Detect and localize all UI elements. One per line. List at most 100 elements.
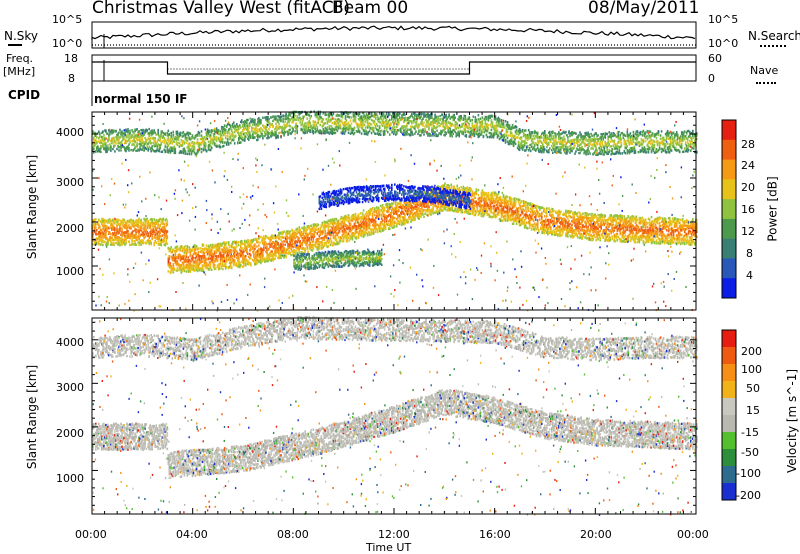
power-cell — [288, 246, 290, 249]
power-ytick-1000: 1000 — [56, 265, 84, 278]
power-cell — [372, 231, 375, 234]
power-cell — [283, 249, 285, 252]
power-cell — [319, 233, 322, 236]
power-cell — [137, 230, 139, 233]
power-cell — [247, 242, 249, 245]
power-cell — [137, 219, 139, 222]
power-cell — [243, 254, 245, 257]
power-cell — [160, 229, 163, 233]
power-cell — [387, 215, 389, 218]
power-cell — [217, 263, 220, 266]
power-cell — [129, 237, 131, 240]
power-cell — [367, 231, 370, 234]
power-cell — [450, 197, 452, 201]
power-cell — [395, 203, 397, 207]
power-cell — [192, 252, 195, 256]
power-cell — [271, 258, 273, 262]
power-cell — [192, 260, 195, 263]
power-cell — [343, 222, 346, 225]
power-cell — [530, 227, 533, 230]
power-cell — [442, 201, 444, 204]
power-cell — [279, 232, 281, 236]
power-cell — [121, 233, 123, 236]
power-cell — [274, 243, 276, 246]
power-cell — [398, 222, 400, 225]
power-cell — [186, 248, 189, 252]
power-cell — [360, 218, 363, 221]
power-cell — [161, 218, 164, 221]
power-cell — [286, 240, 288, 244]
power-cell — [141, 239, 143, 242]
power-cell — [297, 247, 299, 251]
power-cell — [179, 259, 182, 262]
power-cell — [174, 249, 177, 253]
power-cell — [166, 219, 169, 222]
power-cell — [189, 265, 192, 269]
freq-line — [92, 61, 696, 75]
power-cell — [232, 261, 235, 265]
power-cell — [309, 245, 311, 249]
power-cell — [154, 233, 156, 236]
power-cell — [148, 223, 150, 226]
power-cell — [278, 237, 280, 241]
power-cell — [468, 212, 471, 215]
power-cell — [209, 261, 212, 264]
power-cell — [254, 247, 256, 251]
power-cell — [321, 246, 324, 250]
power-cell — [205, 258, 208, 261]
power-cell — [225, 266, 228, 269]
power-cell — [430, 191, 432, 195]
power-cell — [273, 257, 275, 261]
power-cell — [258, 236, 260, 239]
power-cell — [229, 266, 232, 269]
power-cell — [391, 205, 393, 209]
power-cell — [327, 245, 330, 248]
power-cell — [335, 242, 338, 245]
power-cell — [289, 252, 291, 255]
power-cell — [150, 241, 152, 245]
power-cell — [346, 227, 349, 231]
power-cell — [311, 229, 314, 233]
power-cell — [166, 221, 169, 224]
power-cell — [98, 232, 100, 235]
power-cell — [262, 259, 264, 262]
power-cell — [128, 240, 130, 243]
power-cell — [156, 237, 158, 240]
power-cell — [126, 222, 128, 225]
power-cell — [130, 218, 132, 221]
power-cell — [425, 205, 427, 208]
power-cell — [167, 270, 170, 273]
power-cell — [187, 270, 190, 273]
power-cell — [211, 252, 214, 256]
power-cell — [388, 210, 390, 213]
power-cell — [425, 210, 427, 213]
power-cell — [148, 242, 150, 245]
power-cell — [123, 240, 125, 244]
power-cell — [116, 236, 118, 239]
power-cell — [312, 237, 315, 240]
power-cell — [426, 200, 428, 204]
power-cell — [290, 234, 292, 238]
power-cell — [471, 194, 474, 197]
power-cell — [355, 225, 358, 228]
power-cell — [149, 225, 151, 228]
power-cell — [164, 229, 167, 233]
power-cell — [322, 228, 325, 231]
power-cell — [317, 248, 320, 251]
power-cell — [351, 227, 354, 230]
power-cell — [289, 236, 291, 239]
power-cell — [365, 215, 368, 218]
power-cell — [469, 190, 472, 193]
power-cell — [398, 202, 400, 205]
power-cell — [398, 214, 400, 217]
power-cell — [430, 210, 432, 214]
power-cell — [362, 214, 365, 217]
power-cell — [472, 206, 475, 209]
power-cell — [309, 241, 311, 244]
power-cell — [177, 255, 180, 258]
vel-ytick-3000: 3000 — [56, 381, 84, 394]
power-cell — [375, 209, 378, 213]
power-cell — [155, 237, 157, 240]
power-cell — [441, 204, 443, 207]
power-cell — [180, 264, 183, 267]
